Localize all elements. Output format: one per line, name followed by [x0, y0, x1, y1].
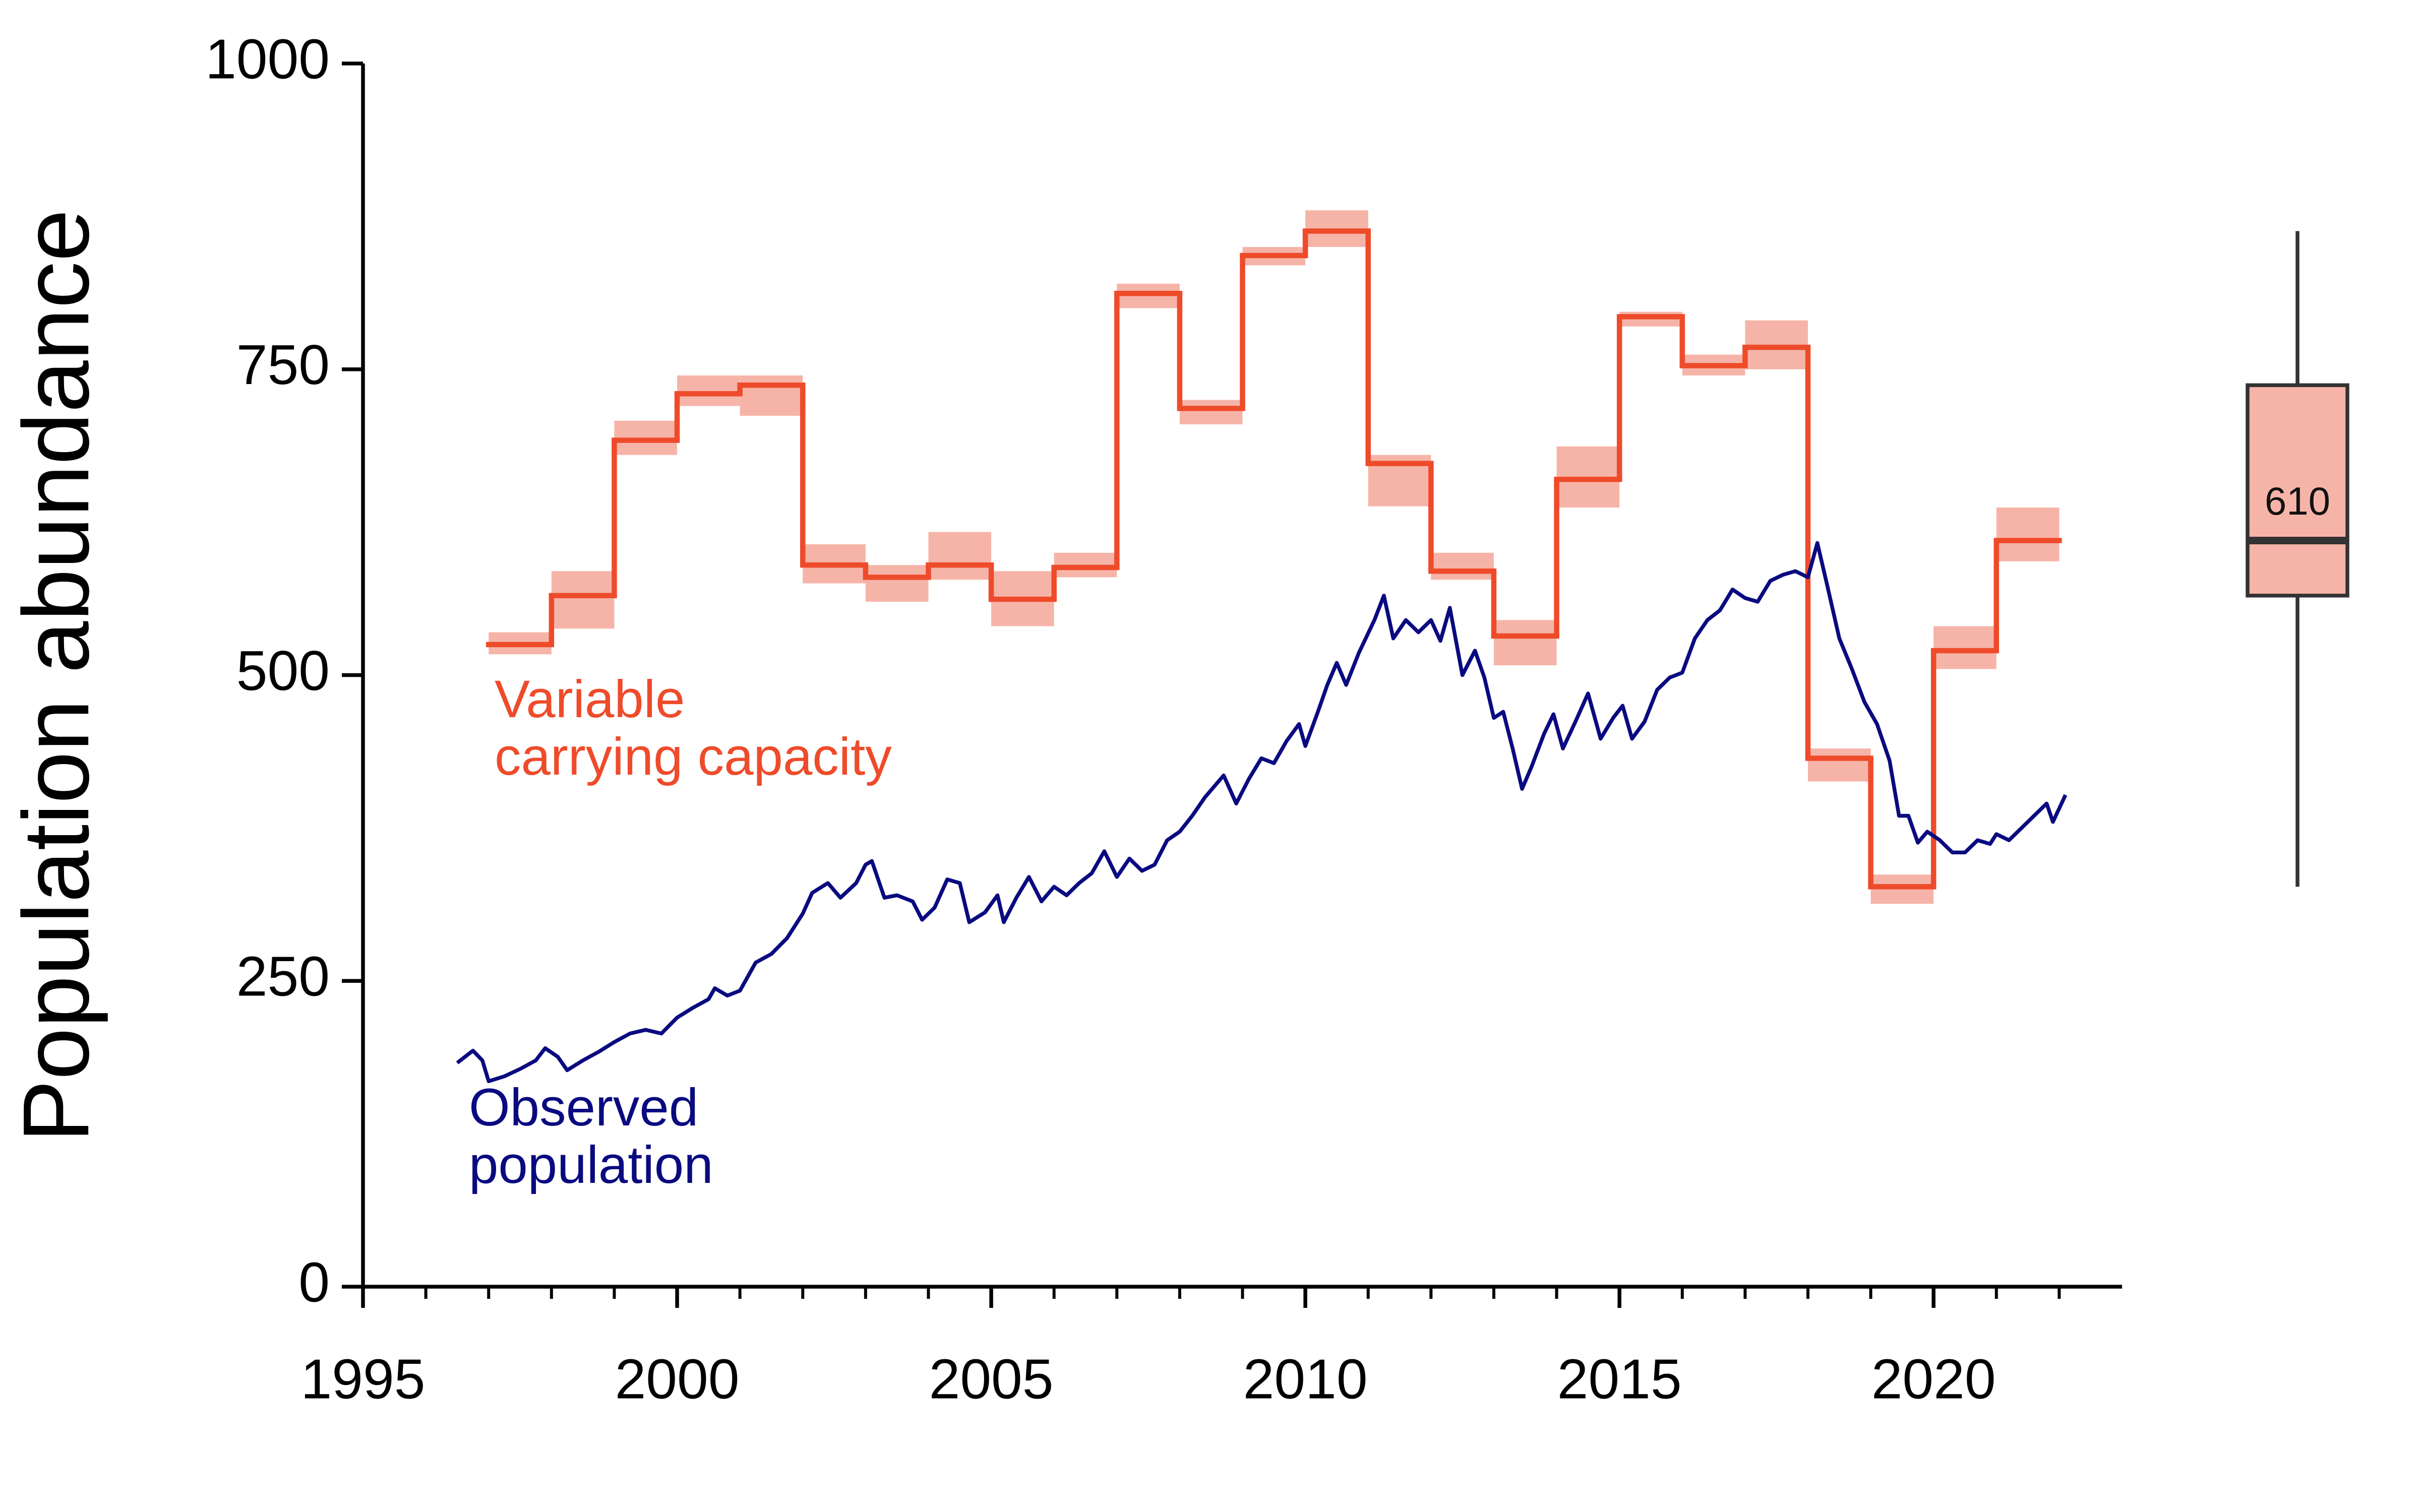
series-label: Observed population — [469, 1078, 713, 1194]
band — [677, 375, 740, 406]
x-tick-label: 2015 — [1557, 1348, 1682, 1410]
box — [2246, 383, 2349, 598]
series-label-line: Variable — [495, 670, 685, 729]
y-tick-label: 1000 — [205, 28, 330, 90]
series-label-line: Observed — [469, 1078, 698, 1137]
band — [1179, 400, 1243, 424]
band — [865, 565, 929, 602]
line — [456, 541, 2068, 1084]
series-label-line: population — [469, 1136, 713, 1194]
y-axis-title: Population abundance — [4, 209, 108, 1142]
series-label-line: carrying capacity — [495, 727, 892, 786]
band — [551, 571, 615, 629]
y-tick-label: 750 — [236, 334, 330, 396]
y-tick-label: 500 — [236, 640, 330, 702]
y-tick-label: 250 — [236, 946, 330, 1008]
x-tick-label: 2000 — [615, 1348, 740, 1410]
band — [1807, 748, 1871, 782]
band — [1431, 552, 1494, 580]
band — [928, 532, 992, 580]
x-tick-label: 2020 — [1871, 1348, 1996, 1410]
x-tick-label: 2010 — [1243, 1348, 1368, 1410]
x-tick-label: 1995 — [301, 1348, 426, 1410]
x-tick-label: 2005 — [929, 1348, 1054, 1410]
y-tick-label: 0 — [298, 1251, 330, 1313]
band — [1933, 626, 1996, 669]
series-label: Variable carrying capacity — [495, 670, 892, 786]
band — [1996, 508, 2060, 561]
band — [740, 375, 803, 416]
band — [1493, 620, 1557, 666]
median-label: 610 — [2265, 479, 2330, 523]
